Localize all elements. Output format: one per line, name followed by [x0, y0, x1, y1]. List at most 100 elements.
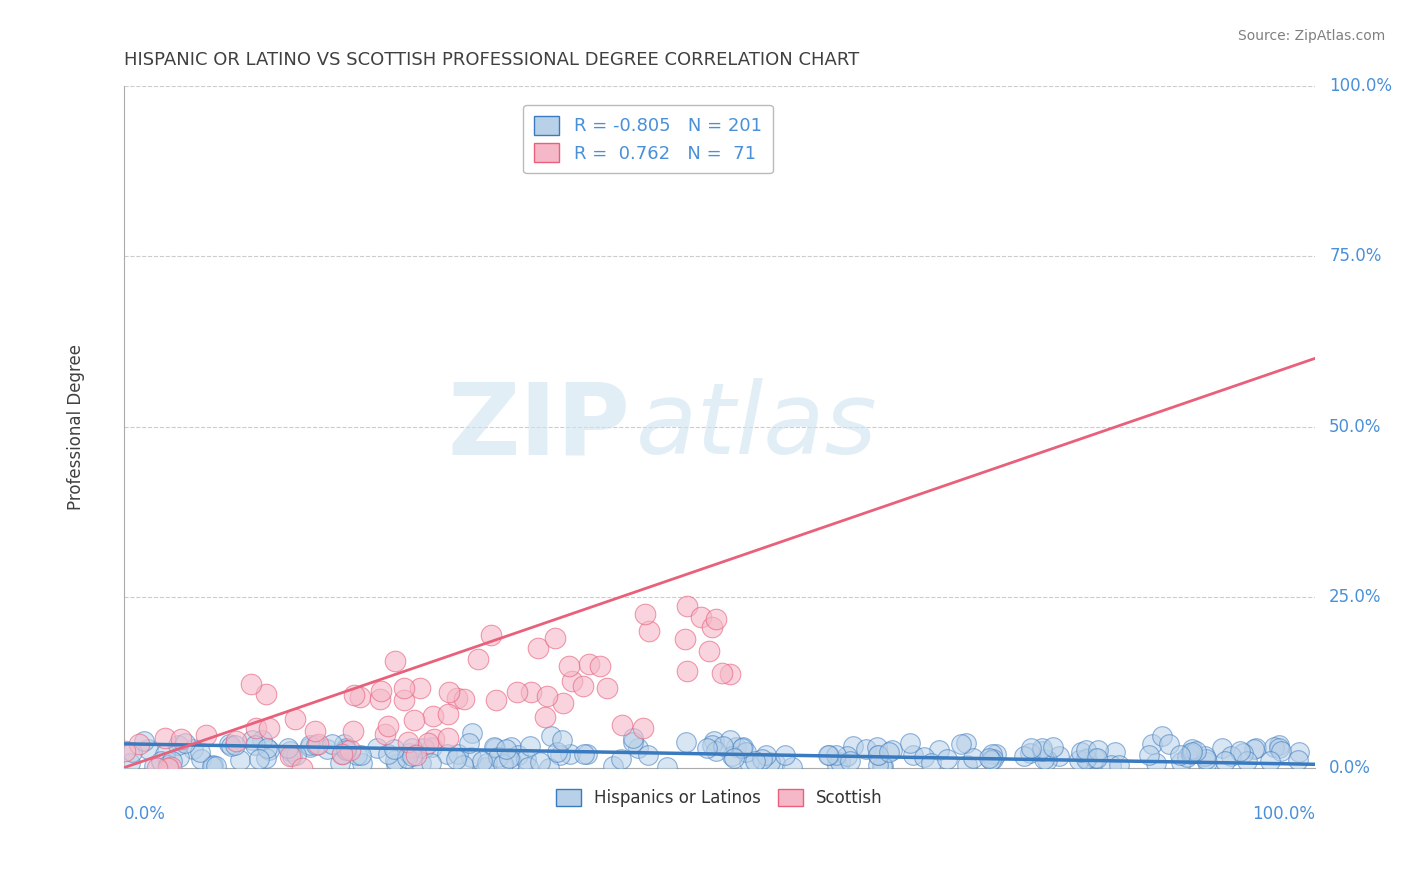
Point [382, 742, 405, 756]
Point [1144, 756, 1167, 771]
Point [1175, 750, 1198, 764]
Point [574, 747, 596, 761]
Point [1019, 746, 1042, 760]
Point [621, 731, 644, 746]
Point [1232, 746, 1254, 760]
Point [1213, 754, 1236, 768]
Point [256, 688, 278, 702]
Point [156, 758, 179, 772]
Point [298, 738, 321, 752]
Point [1229, 744, 1251, 758]
Point [368, 691, 391, 706]
Point [935, 752, 957, 766]
Point [725, 740, 748, 755]
Point [370, 683, 392, 698]
Point [201, 759, 224, 773]
Point [467, 652, 489, 666]
Point [221, 739, 243, 753]
Point [1220, 749, 1243, 764]
Point [506, 748, 529, 763]
Point [321, 737, 343, 751]
Point [335, 741, 357, 756]
Point [818, 748, 841, 763]
Point [342, 724, 364, 739]
Point [710, 666, 733, 681]
Point [396, 735, 419, 749]
Point [675, 735, 697, 749]
Text: Professional Degree: Professional Degree [67, 343, 86, 509]
Point [257, 743, 280, 757]
Text: 25.0%: 25.0% [1329, 588, 1382, 607]
Point [984, 747, 1007, 761]
Point [157, 761, 180, 775]
Point [553, 696, 575, 710]
Point [731, 740, 754, 755]
Point [153, 731, 176, 746]
Point [436, 731, 458, 745]
Point [751, 752, 773, 766]
Point [229, 753, 252, 767]
Point [143, 759, 166, 773]
Text: HISPANIC OR LATINO VS SCOTTISH PROFESSIONAL DEGREE CORRELATION CHART: HISPANIC OR LATINO VS SCOTTISH PROFESSIO… [124, 51, 859, 69]
Point [138, 742, 160, 756]
Point [575, 747, 598, 761]
Point [335, 743, 357, 757]
Point [837, 749, 859, 764]
Point [121, 745, 143, 759]
Point [866, 739, 889, 754]
Text: 50.0%: 50.0% [1329, 417, 1382, 435]
Point [1270, 744, 1292, 758]
Point [405, 747, 427, 762]
Point [655, 760, 678, 774]
Point [558, 659, 581, 673]
Point [551, 732, 574, 747]
Point [1099, 757, 1122, 772]
Point [243, 738, 266, 752]
Point [962, 751, 984, 765]
Point [1268, 738, 1291, 752]
Point [285, 748, 308, 763]
Point [506, 685, 529, 699]
Point [898, 735, 921, 749]
Point [247, 752, 270, 766]
Point [872, 759, 894, 773]
Point [1288, 746, 1310, 760]
Point [259, 721, 281, 735]
Point [721, 749, 744, 764]
Point [956, 757, 979, 772]
Point [589, 658, 612, 673]
Point [676, 599, 699, 613]
Point [901, 747, 924, 762]
Text: ZIP: ZIP [447, 378, 630, 475]
Point [735, 745, 758, 759]
Point [195, 728, 218, 742]
Point [702, 619, 724, 633]
Point [304, 723, 326, 738]
Point [446, 691, 468, 706]
Point [420, 756, 443, 771]
Point [1069, 753, 1091, 767]
Point [409, 756, 432, 770]
Point [738, 755, 761, 769]
Point [190, 752, 212, 766]
Point [578, 657, 600, 672]
Point [516, 760, 538, 774]
Point [166, 738, 188, 752]
Point [305, 738, 328, 752]
Point [277, 741, 299, 756]
Point [546, 746, 568, 760]
Point [610, 752, 633, 766]
Point [520, 684, 543, 698]
Point [475, 759, 498, 773]
Text: 75.0%: 75.0% [1329, 247, 1382, 265]
Point [475, 756, 498, 770]
Point [145, 761, 167, 775]
Point [519, 739, 541, 753]
Point [377, 747, 399, 761]
Point [498, 751, 520, 765]
Point [201, 758, 224, 772]
Legend: Hispanics or Latinos, Scottish: Hispanics or Latinos, Scottish [550, 782, 890, 814]
Point [773, 748, 796, 763]
Point [548, 747, 571, 762]
Text: 0.0%: 0.0% [124, 805, 166, 823]
